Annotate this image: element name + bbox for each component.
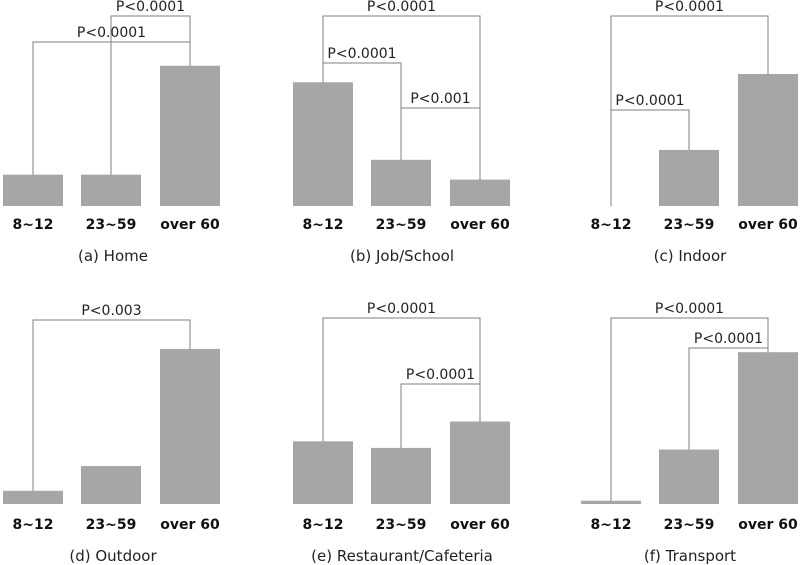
bar-2 (659, 449, 719, 504)
panel-6: 8~12 23~59 over 60 P<0.0001 P<0.0001 (f) Tran… (581, 301, 798, 565)
tick-label: 8~12 (13, 217, 54, 233)
tick-label: 8~12 (591, 517, 632, 533)
panel-caption: (e) Restaurant/Cafeteria (311, 547, 493, 565)
tick-label: 8~12 (591, 217, 632, 233)
p-value-label: P<0.0001 (655, 301, 724, 317)
bar-3 (738, 352, 798, 504)
tick-label: 23~59 (86, 217, 137, 233)
tick-label: 23~59 (86, 517, 137, 533)
bar-3 (450, 421, 510, 504)
p-value-label: P<0.0001 (367, 0, 436, 15)
p-value-label: P<0.0001 (655, 0, 724, 15)
bar-1 (3, 490, 63, 504)
significance-bracket (32, 319, 191, 491)
bar-1 (581, 500, 641, 504)
tick-label: 8~12 (13, 517, 54, 533)
p-value-label: P<0.003 (81, 303, 141, 319)
bar-1 (3, 174, 63, 206)
tick-label: over 60 (160, 217, 220, 233)
tick-label: over 60 (160, 517, 220, 533)
tick-label: 23~59 (664, 217, 715, 233)
panel-caption: (c) Indoor (654, 247, 728, 265)
tick-label: 8~12 (303, 217, 344, 233)
tick-label: over 60 (450, 217, 510, 233)
significance-bracket (322, 317, 481, 442)
tick-label: over 60 (738, 517, 798, 533)
p-value-label: P<0.001 (410, 91, 470, 107)
p-value-label: P<0.0001 (116, 0, 185, 15)
panel-5: 8~12 23~59 over 60 P<0.0001 P<0.0001 (e) Rest… (293, 301, 510, 565)
bar-2 (659, 149, 719, 206)
panel-caption: (f) Transport (644, 547, 736, 565)
tick-label: over 60 (450, 517, 510, 533)
significance-bracket (322, 15, 481, 180)
tick-label: 23~59 (664, 517, 715, 533)
bar-3 (160, 348, 220, 504)
significance-bracket (610, 15, 769, 206)
tick-label: 23~59 (376, 217, 427, 233)
panel-caption: (a) Home (78, 247, 148, 265)
bar-1 (293, 441, 353, 504)
tick-label: 23~59 (376, 517, 427, 533)
significance-bracket (610, 317, 769, 501)
p-value-label: P<0.0001 (327, 46, 396, 62)
panel-caption: (b) Job/School (350, 247, 454, 265)
bar-2 (371, 159, 431, 206)
panel-3: 8~12 23~59 over 60 P<0.0001 P<0.0001 (c) Indo… (591, 0, 798, 265)
p-value-label: P<0.0001 (406, 367, 475, 383)
panel-2: 8~12 23~59 over 60 P<0.001 P<0.0001 P<0.0001 (… (293, 0, 510, 265)
bar-2 (81, 174, 141, 206)
tick-label: 8~12 (303, 517, 344, 533)
bar-3 (738, 74, 798, 206)
bar-3 (160, 65, 220, 206)
panel-4: 8~12 23~59 over 60 P<0.003 (d) Outdoor (3, 303, 220, 565)
bar-1 (293, 82, 353, 206)
tick-label: over 60 (738, 217, 798, 233)
bar-2 (81, 466, 141, 504)
p-value-label: P<0.0001 (615, 93, 684, 109)
p-value-label: P<0.0001 (694, 331, 763, 347)
significance-bracket (110, 15, 191, 175)
bar-2 (371, 447, 431, 504)
panel-caption: (d) Outdoor (69, 547, 157, 565)
bar-3 (450, 179, 510, 206)
p-value-label: P<0.0001 (367, 301, 436, 317)
